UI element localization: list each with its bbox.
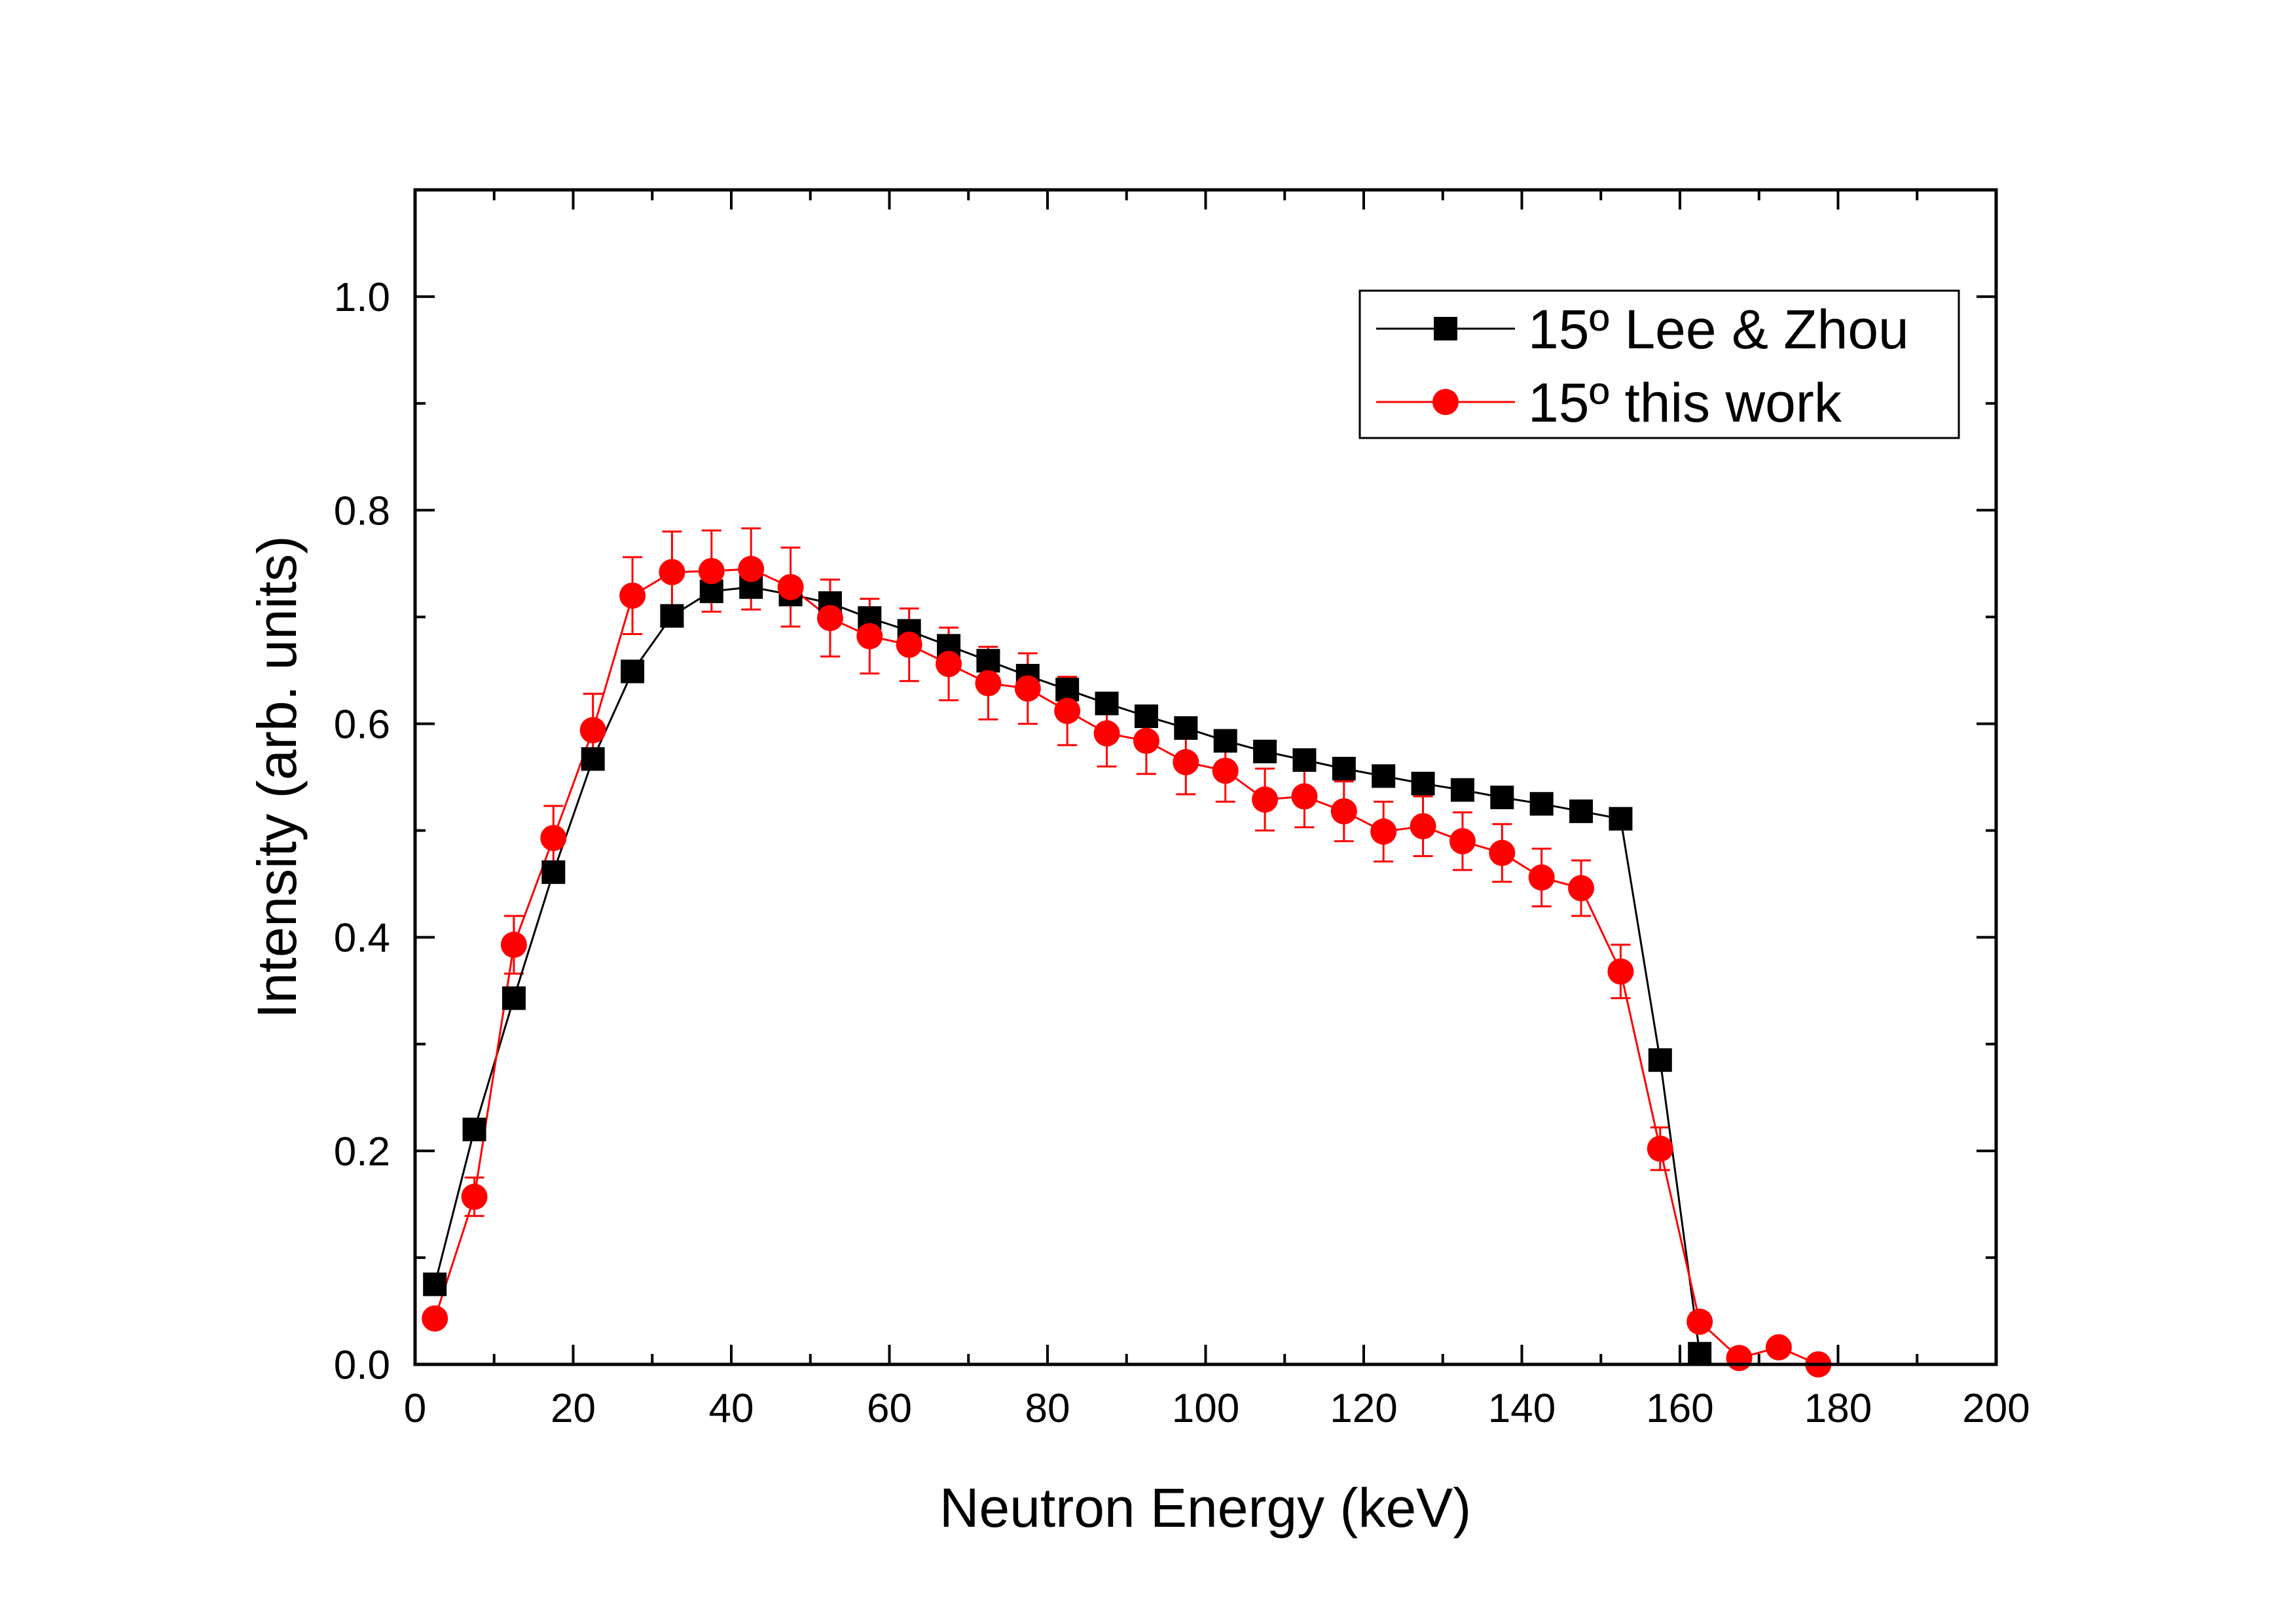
data-point-circle [738, 555, 765, 582]
data-point-circle [1765, 1334, 1792, 1360]
y-tick-label: 0.8 [334, 488, 390, 534]
data-point-circle [1528, 864, 1555, 891]
data-point-circle [1449, 828, 1476, 854]
y-tick-label: 1.0 [334, 275, 390, 320]
legend-marker-this-work [1432, 389, 1459, 415]
data-point-circle [1291, 783, 1318, 810]
data-point-circle [1093, 720, 1120, 747]
marker-layer [422, 555, 1832, 1377]
tick-layer [414, 189, 1997, 1366]
data-point-square [1648, 1048, 1672, 1072]
data-point-circle [1647, 1135, 1673, 1162]
data-point-square [423, 1272, 447, 1296]
legend-marker-lee-zhou [1434, 317, 1457, 340]
data-point-circle [659, 558, 685, 585]
data-point-square [621, 659, 645, 684]
data-point-circle [1212, 757, 1239, 784]
data-point-square [1213, 729, 1237, 753]
x-axis-title: Neutron Energy (keV) [939, 1477, 1471, 1539]
x-tick-label: 20 [551, 1386, 596, 1431]
data-point-square [976, 649, 1000, 673]
data-point-circle [1054, 697, 1081, 724]
data-point-circle [1133, 727, 1159, 754]
data-point-circle [975, 670, 1002, 697]
data-point-square [1569, 799, 1594, 824]
data-point-square [1411, 771, 1435, 795]
legend-box [1358, 289, 1960, 439]
data-point-square [1055, 678, 1080, 702]
y-tick-label: 0.0 [334, 1343, 390, 1388]
data-point-circle [1568, 875, 1595, 902]
data-point-circle [698, 558, 725, 585]
x-tick-label: 160 [1646, 1386, 1713, 1431]
data-point-square [1529, 792, 1554, 816]
data-point-circle [1607, 958, 1634, 985]
data-point-square [1490, 785, 1514, 809]
x-tick-label: 40 [709, 1386, 754, 1431]
data-point-square [581, 747, 605, 771]
legend: 15º Lee & Zhou 15º this work [1358, 289, 1960, 439]
data-point-circle [461, 1183, 488, 1210]
y-tick-label: 0.6 [334, 702, 390, 747]
x-tick-label: 140 [1488, 1386, 1556, 1431]
x-tick-label: 80 [1025, 1386, 1070, 1431]
data-point-square [1688, 1341, 1712, 1366]
x-tick-label: 200 [1962, 1386, 2030, 1431]
data-point-square [1372, 764, 1396, 788]
data-point-square [1332, 756, 1356, 780]
x-tick-label: 120 [1330, 1386, 1397, 1431]
data-point-circle [1726, 1345, 1753, 1372]
data-point-circle [777, 574, 804, 600]
data-point-square [1609, 807, 1633, 831]
data-point-circle [896, 631, 922, 658]
data-point-square [1174, 716, 1198, 740]
data-point-circle [1489, 839, 1516, 866]
data-point-square [462, 1118, 486, 1142]
x-tick-label: 100 [1172, 1386, 1239, 1431]
tick-label-layer: 0 20 40 60 80 100 120 140 160 180 200 0.0 0.2 0.4 0.6 0… [334, 275, 2030, 1431]
data-point-square [1292, 748, 1317, 772]
x-tick-label: 60 [867, 1386, 912, 1431]
y-tick-label: 0.2 [334, 1129, 390, 1175]
legend-label-lee-zhou: 15º Lee & Zhou [1528, 299, 1909, 360]
data-point-circle [1173, 749, 1199, 776]
legend-label-this-work: 15º this work [1528, 372, 1842, 433]
data-point-circle [500, 932, 527, 958]
data-point-square [1095, 691, 1119, 716]
data-point-square [1450, 778, 1474, 802]
data-point-circle [1330, 798, 1357, 825]
data-point-square [1134, 704, 1158, 729]
data-point-circle [1252, 786, 1279, 813]
data-point-circle [619, 582, 646, 609]
data-point-circle [422, 1305, 448, 1332]
data-point-square [1253, 739, 1277, 763]
data-point-circle [1370, 818, 1397, 845]
data-point-square [660, 604, 684, 628]
data-point-circle [816, 604, 843, 631]
data-point-circle [1686, 1308, 1713, 1335]
data-point-circle [856, 623, 883, 649]
data-point-circle [936, 651, 962, 678]
y-tick-label: 0.4 [334, 916, 390, 961]
x-tick-label: 180 [1804, 1386, 1872, 1431]
data-point-circle [579, 717, 606, 744]
data-point-circle [1014, 675, 1041, 702]
data-point-circle [1410, 813, 1436, 840]
y-axis-title: Intensity (arb. units) [246, 536, 308, 1019]
data-point-square [541, 860, 566, 884]
x-tick-label: 0 [404, 1386, 426, 1431]
data-point-square [501, 986, 526, 1010]
data-point-circle [540, 824, 567, 851]
